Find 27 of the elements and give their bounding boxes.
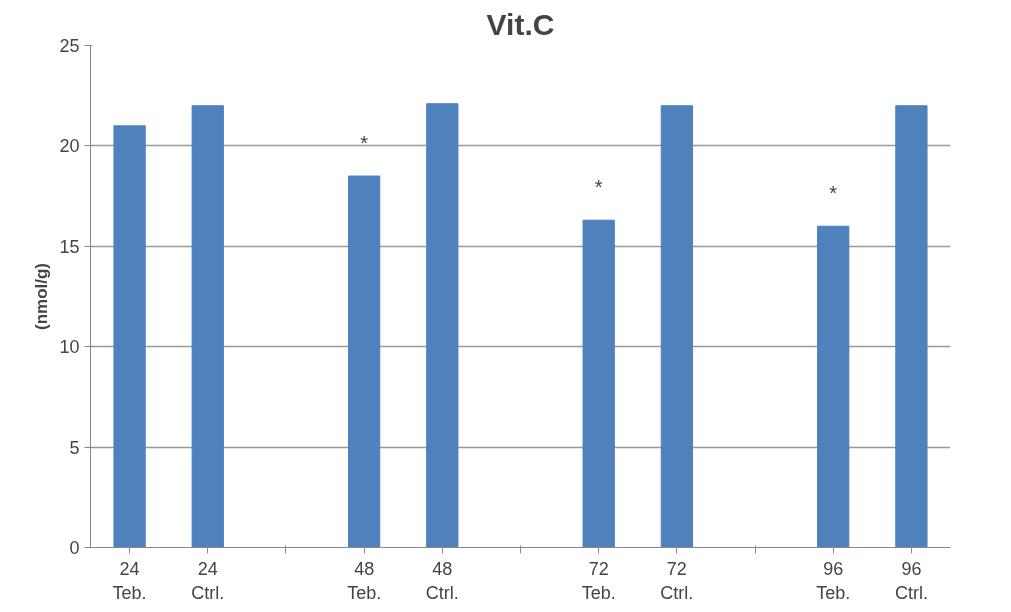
bar bbox=[191, 105, 224, 548]
x-tick-label: 48 Teb. bbox=[347, 558, 382, 603]
bar bbox=[426, 103, 459, 548]
bar bbox=[895, 105, 928, 548]
x-tick-label: 24 Teb. bbox=[112, 558, 147, 603]
y-tick-label: 15 bbox=[59, 236, 80, 257]
x-tick-label: 24 Ctrl. bbox=[191, 558, 225, 603]
bar bbox=[817, 225, 850, 548]
y-tick-label: 20 bbox=[59, 136, 80, 157]
y-tick-label: 25 bbox=[59, 36, 80, 56]
annotation: * bbox=[360, 132, 369, 155]
bar bbox=[660, 105, 693, 548]
y-axis-title: (nmol/g) bbox=[32, 262, 52, 331]
bar bbox=[113, 125, 146, 548]
bar bbox=[582, 219, 615, 548]
annotation: * bbox=[594, 176, 603, 199]
x-tick-label: 48 Ctrl. bbox=[425, 558, 459, 603]
x-tick-label: 72 Teb. bbox=[581, 558, 616, 603]
annotation: * bbox=[829, 182, 838, 205]
chart-title: Vit.C bbox=[486, 7, 555, 41]
bar bbox=[348, 175, 381, 548]
x-tick-label: 72 Ctrl. bbox=[660, 558, 694, 603]
y-tick-label: 0 bbox=[69, 538, 80, 558]
x-tick-label: 96 Ctrl. bbox=[894, 558, 928, 603]
y-tick-label: 10 bbox=[59, 337, 80, 358]
x-tick-label: 96 Teb. bbox=[816, 558, 851, 603]
y-tick-label: 5 bbox=[69, 437, 80, 458]
